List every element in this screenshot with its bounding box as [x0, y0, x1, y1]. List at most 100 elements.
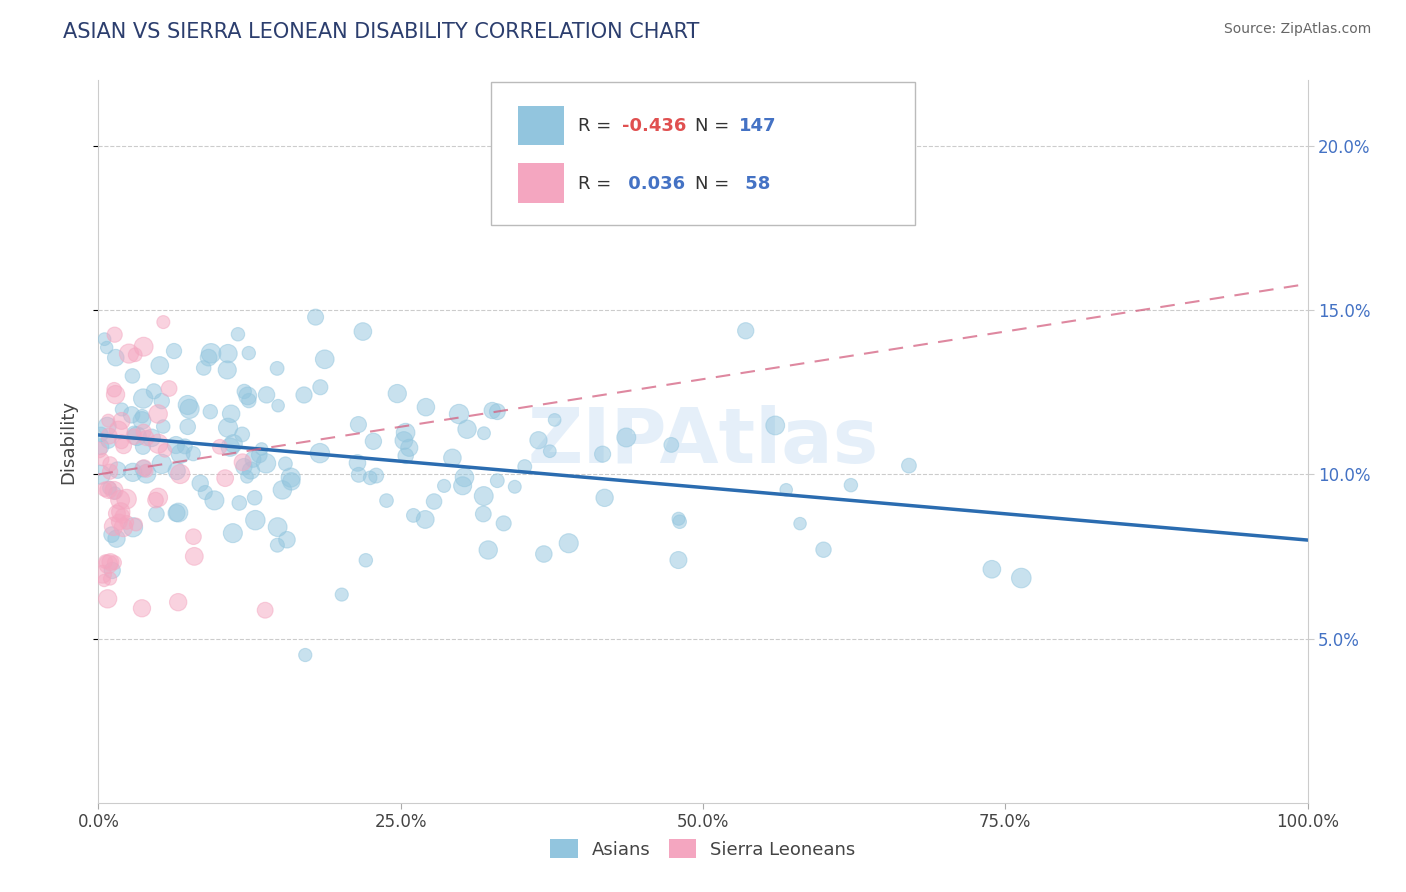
Point — [217, 421, 239, 435]
Point — [150, 457, 173, 471]
Point — [668, 553, 690, 567]
Point — [314, 352, 336, 367]
Point — [775, 483, 797, 497]
Point — [472, 507, 495, 521]
Point — [453, 470, 475, 484]
Point — [194, 485, 217, 500]
Point — [897, 458, 920, 473]
Point — [183, 530, 205, 544]
Point — [153, 443, 176, 458]
Point — [271, 483, 294, 497]
Point — [122, 430, 145, 444]
Point — [330, 588, 353, 602]
Point — [108, 515, 131, 529]
Point — [112, 439, 135, 453]
Point — [91, 567, 114, 582]
Point — [217, 363, 239, 377]
Point — [152, 315, 174, 329]
Point — [363, 434, 385, 449]
Point — [97, 483, 120, 497]
Point — [219, 440, 242, 454]
Point — [433, 479, 456, 493]
Point — [104, 327, 127, 342]
Text: 147: 147 — [740, 117, 776, 135]
Point — [169, 467, 191, 481]
Point — [145, 493, 167, 508]
Point — [131, 413, 153, 427]
Point — [146, 407, 169, 421]
Point — [486, 405, 509, 419]
Point — [276, 533, 298, 547]
Point — [97, 414, 120, 428]
Point — [183, 549, 205, 564]
Point — [135, 467, 157, 481]
Point — [280, 475, 302, 489]
Point — [181, 447, 204, 461]
Point — [107, 423, 129, 437]
Point — [125, 429, 148, 443]
Point — [347, 417, 370, 432]
Point — [254, 603, 277, 617]
Point — [110, 505, 132, 519]
Point — [266, 520, 288, 534]
Point — [668, 515, 690, 529]
Point — [125, 517, 148, 532]
Point — [93, 574, 115, 588]
Point — [112, 520, 135, 534]
Point — [214, 471, 236, 485]
Point — [266, 361, 288, 376]
Point — [87, 442, 110, 457]
Point — [98, 481, 121, 495]
Text: Source: ZipAtlas.com: Source: ZipAtlas.com — [1223, 22, 1371, 37]
Text: R =: R = — [578, 175, 617, 193]
Point — [122, 425, 145, 440]
Point — [980, 562, 1002, 576]
Point — [734, 324, 756, 338]
Point — [157, 382, 180, 396]
Point — [131, 409, 153, 424]
Point — [402, 508, 425, 523]
Point — [132, 440, 155, 454]
Point — [167, 506, 190, 520]
Point — [242, 452, 264, 467]
Point — [447, 407, 470, 421]
Point — [115, 492, 138, 507]
Text: ASIAN VS SIERRA LEONEAN DISABILITY CORRELATION CHART: ASIAN VS SIERRA LEONEAN DISABILITY CORRE… — [63, 22, 700, 42]
Point — [451, 479, 474, 493]
Point — [105, 507, 128, 521]
Point — [193, 361, 215, 376]
Point — [179, 401, 201, 416]
Point — [103, 519, 125, 533]
Point — [346, 456, 368, 470]
Point — [110, 434, 132, 449]
Point — [90, 467, 112, 482]
Point — [132, 340, 155, 354]
Point — [98, 457, 121, 471]
Point — [165, 438, 187, 452]
Point — [103, 483, 125, 498]
Point — [101, 563, 124, 577]
Point — [177, 398, 200, 412]
Point — [93, 332, 115, 346]
Point — [111, 508, 134, 523]
Point — [122, 520, 145, 534]
Point — [375, 493, 398, 508]
Point — [441, 450, 464, 465]
Point — [152, 419, 174, 434]
Text: N =: N = — [695, 175, 728, 193]
Point — [839, 478, 862, 492]
Point — [98, 572, 121, 586]
Point — [91, 452, 114, 467]
Point — [111, 402, 134, 417]
Point — [398, 441, 420, 455]
Point — [238, 346, 260, 360]
Text: -0.436: -0.436 — [621, 117, 686, 135]
Point — [538, 444, 561, 458]
Point — [394, 425, 416, 440]
Point — [141, 431, 163, 445]
Point — [352, 325, 374, 339]
Point — [614, 430, 637, 444]
Point — [197, 351, 219, 365]
Point — [789, 516, 811, 531]
Point — [226, 327, 249, 342]
